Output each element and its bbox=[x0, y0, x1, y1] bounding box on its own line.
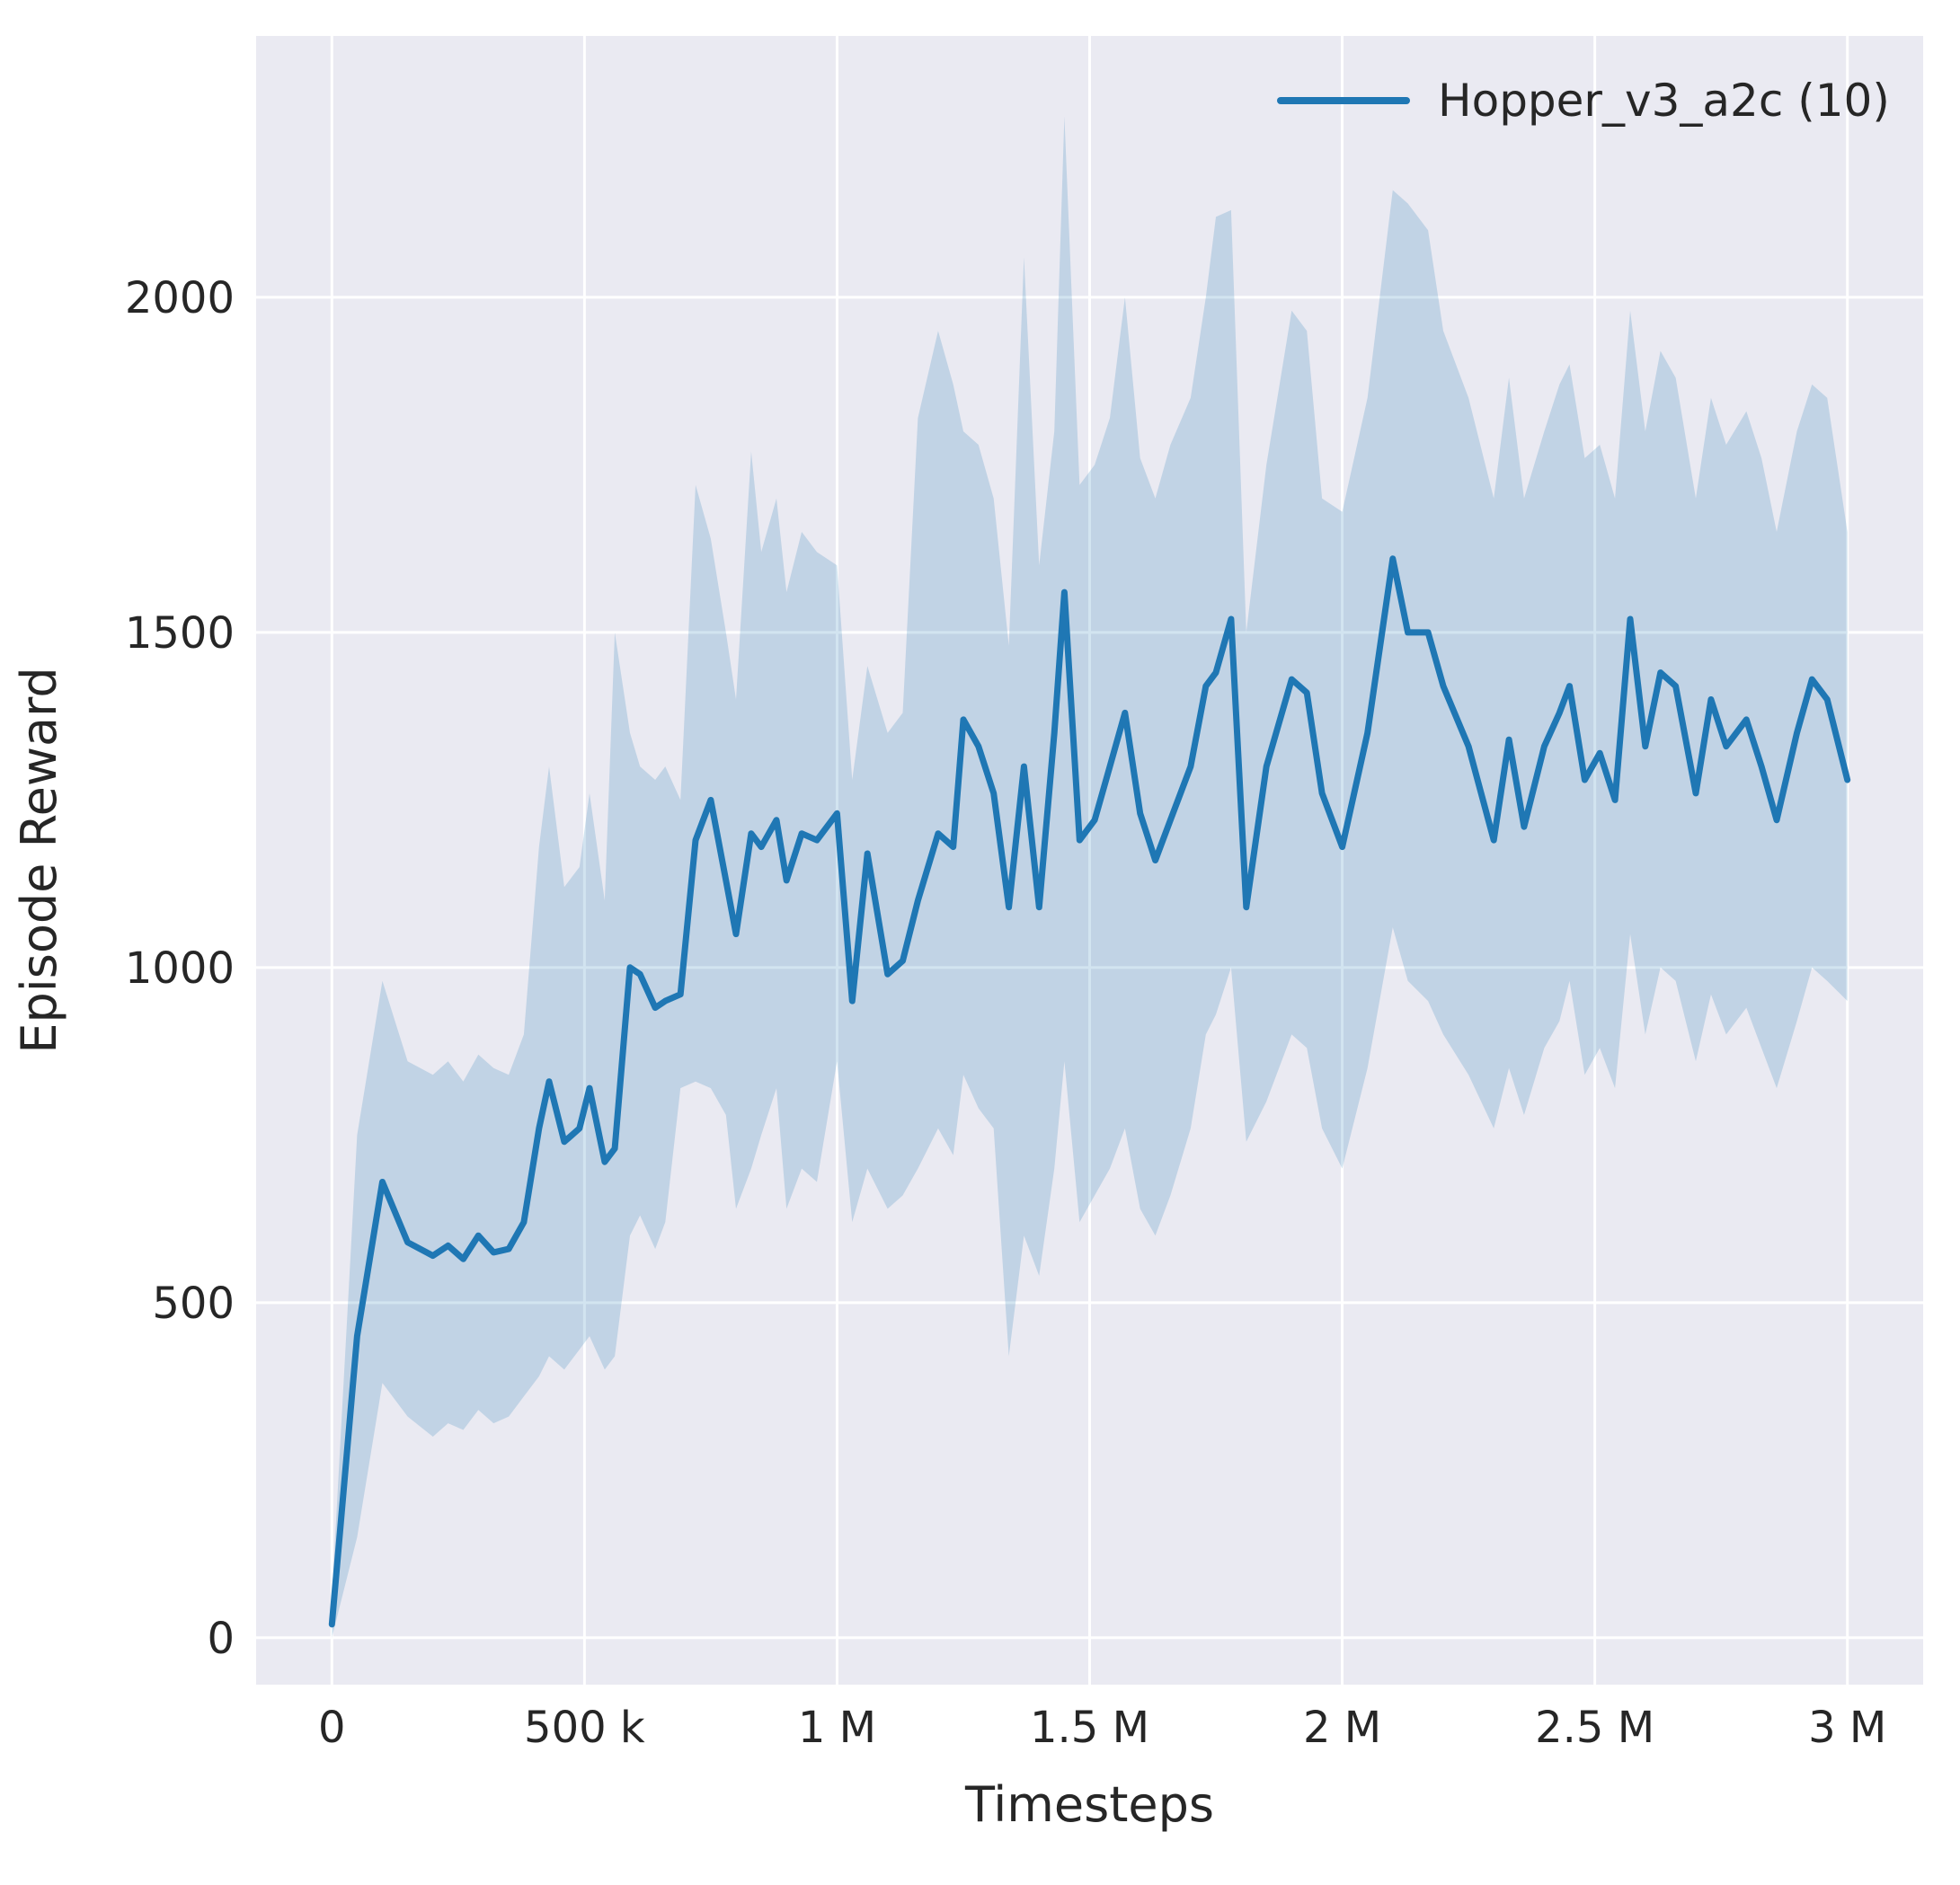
confidence-band bbox=[332, 116, 1848, 1638]
x-tick-label: 2.5 M bbox=[1535, 1703, 1654, 1753]
y-tick-label: 0 bbox=[207, 1614, 235, 1664]
y-tick-label: 2000 bbox=[125, 273, 235, 323]
x-tick-label: 1 M bbox=[798, 1703, 876, 1753]
x-tick-label: 0 bbox=[318, 1703, 346, 1753]
x-tick-label: 2 M bbox=[1303, 1703, 1381, 1753]
y-tick-label: 1500 bbox=[125, 608, 235, 659]
x-tick-label: 1.5 M bbox=[1030, 1703, 1149, 1753]
y-tick-label: 1000 bbox=[125, 943, 235, 994]
mean-reward-line bbox=[328, 555, 1851, 1628]
x-tick-label: 3 M bbox=[1808, 1703, 1886, 1753]
legend-label: Hopper_v3_a2c (10) bbox=[1438, 75, 1890, 127]
y-axis-title: Episode Reward bbox=[11, 667, 67, 1053]
x-tick-label: 500 k bbox=[524, 1703, 645, 1753]
x-axis-title: Timesteps bbox=[964, 1776, 1214, 1833]
y-tick-label: 500 bbox=[152, 1279, 235, 1329]
